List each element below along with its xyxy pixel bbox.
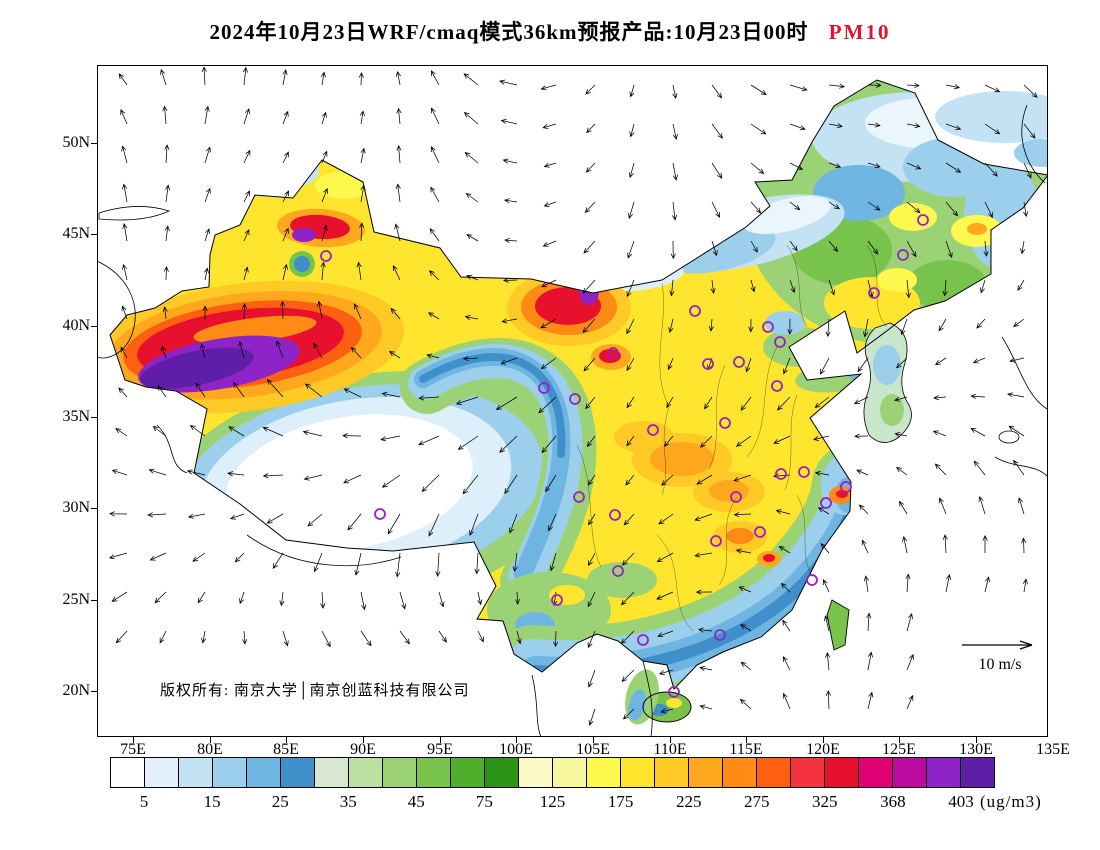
colorbar <box>110 757 995 788</box>
lat-label-25N: 25N <box>62 591 90 608</box>
colorbar-cell-15 <box>621 758 655 787</box>
taiwan-outline <box>826 599 850 651</box>
lat-tick <box>91 417 97 418</box>
lat-tick <box>91 234 97 235</box>
lon-label-135E: 135E <box>1036 741 1070 758</box>
colorbar-cell-10 <box>451 758 485 787</box>
colorbar-tick-125: 125 <box>539 792 566 811</box>
lon-tick <box>593 737 594 743</box>
lon-label-110E: 110E <box>653 741 687 758</box>
lat-label-20N: 20N <box>62 682 90 699</box>
colorbar-cell-11 <box>485 758 519 787</box>
lon-label-105E: 105E <box>576 741 610 758</box>
colorbar-tick-35: 35 <box>339 792 357 811</box>
wind-reference-legend: 10 m/s <box>952 636 1048 674</box>
lon-label-80E: 80E <box>197 741 223 758</box>
colorbar-tick-325: 325 <box>812 792 838 811</box>
colorbar-cell-9 <box>417 758 451 787</box>
colorbar-tick-275: 275 <box>743 792 770 811</box>
lat-tick <box>91 326 97 327</box>
province-borders <box>576 244 888 632</box>
title-pollutant: PM10 <box>828 20 891 44</box>
lon-label-100E: 100E <box>499 741 533 758</box>
china-outline <box>109 79 1048 690</box>
lon-label-115E: 115E <box>729 741 763 758</box>
lon-tick <box>286 737 287 743</box>
colorbar-tick-225: 225 <box>675 792 702 811</box>
colorbar-cell-24 <box>927 758 961 787</box>
colorbar-cell-23 <box>893 758 927 787</box>
colorbar-cell-18 <box>723 758 757 787</box>
colorbar-unit: (ug/m3) <box>980 792 1042 811</box>
lon-tick <box>210 737 211 743</box>
colorbar-cell-0 <box>111 758 145 787</box>
lon-tick <box>363 737 364 743</box>
wind-vector-field <box>108 66 1038 726</box>
colorbar-cell-20 <box>791 758 825 787</box>
colorbar-cell-16 <box>655 758 689 787</box>
map-frame <box>97 65 1048 737</box>
hainan-outline <box>642 691 692 723</box>
lon-label-85E: 85E <box>273 741 299 758</box>
colorbar-tick-175: 175 <box>607 792 634 811</box>
lat-tick <box>91 508 97 509</box>
wind-reference-label: 10 m/s <box>978 656 1022 674</box>
lon-tick <box>976 737 977 743</box>
colorbar-tick-25: 25 <box>271 792 289 811</box>
lon-tick <box>133 737 134 743</box>
colorbar-cell-1 <box>145 758 179 787</box>
lon-label-125E: 125E <box>882 741 916 758</box>
colorbar-cell-3 <box>213 758 247 787</box>
title-main: 2024年10月23日WRF/cmaq模式36km预报产品:10月23日00时 <box>209 20 809 44</box>
page-title: 2024年10月23日WRF/cmaq模式36km预报产品:10月23日00时 … <box>0 16 1100 46</box>
coastlines-borders <box>97 104 1048 737</box>
lon-label-75E: 75E <box>120 741 146 758</box>
colorbar-cell-22 <box>859 758 893 787</box>
colorbar-cell-13 <box>553 758 587 787</box>
lat-tick <box>91 143 97 144</box>
colorbar-cell-14 <box>587 758 621 787</box>
colorbar-cell-2 <box>179 758 213 787</box>
lon-label-130E: 130E <box>959 741 993 758</box>
city-markers <box>320 214 929 698</box>
lon-label-90E: 90E <box>350 741 376 758</box>
lat-label-50N: 50N <box>62 134 90 151</box>
lat-label-30N: 30N <box>62 499 90 516</box>
colorbar-tick-403: 403 <box>948 792 974 811</box>
colorbar-cell-25 <box>961 758 994 787</box>
colorbar-tick-368: 368 <box>880 792 906 811</box>
colorbar-tick-45: 45 <box>407 792 425 811</box>
colorbar-tick-15: 15 <box>203 792 221 811</box>
lon-tick <box>440 737 441 743</box>
lat-tick <box>91 691 97 692</box>
colorbar-tick-75: 75 <box>475 792 493 811</box>
lon-tick <box>823 737 824 743</box>
colorbar-cell-12 <box>519 758 553 787</box>
neighbor-fills <box>625 91 1048 725</box>
colorbar-cell-19 <box>757 758 791 787</box>
lat-label-45N: 45N <box>62 225 90 242</box>
copyright-text: 版权所有: 南京大学│南京创蓝科技有限公司 <box>160 683 470 699</box>
lon-tick <box>899 737 900 743</box>
china-pm10-map <box>97 65 1048 737</box>
colorbar-tick-5: 5 <box>139 792 149 811</box>
colorbar-cell-7 <box>349 758 383 787</box>
wind-reference-arrow <box>962 640 1033 650</box>
colorbar-cell-5 <box>281 758 315 787</box>
lon-label-120E: 120E <box>806 741 840 758</box>
colorbar-cell-6 <box>315 758 349 787</box>
colorbar-cell-8 <box>383 758 417 787</box>
lat-tick <box>91 600 97 601</box>
lon-tick <box>746 737 747 743</box>
lat-label-35N: 35N <box>62 408 90 425</box>
lon-tick <box>516 737 517 743</box>
lat-label-40N: 40N <box>62 317 90 334</box>
colorbar-cell-21 <box>825 758 859 787</box>
colorbar-cell-17 <box>689 758 723 787</box>
colorbar-cell-4 <box>247 758 281 787</box>
lon-tick <box>670 737 671 743</box>
lon-label-95E: 95E <box>427 741 453 758</box>
